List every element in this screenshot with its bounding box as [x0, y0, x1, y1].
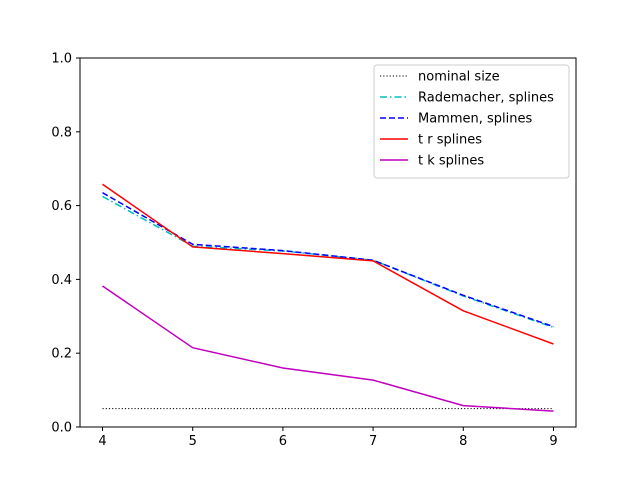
x-axis: 4 5 6 7 8 9	[98, 427, 558, 449]
y-tick-label: 0.2	[51, 347, 72, 362]
legend-box	[373, 64, 570, 179]
series-line-4	[102, 285, 554, 412]
y-tick-label: 0.8	[51, 125, 72, 140]
y-tick-label: 0.4	[51, 273, 72, 288]
x-tick-label: 5	[189, 434, 197, 449]
y-axis: 0.0 0.2 0.4 0.6 0.8 1.0	[51, 52, 80, 436]
x-tick-label: 7	[369, 434, 377, 449]
y-tick-label: 0.6	[51, 199, 72, 214]
legend-label: t r splines	[418, 133, 482, 148]
series-line-1	[102, 195, 554, 329]
series-line-3	[102, 183, 554, 345]
x-tick-label: 9	[549, 434, 557, 449]
x-tick-label: 6	[279, 434, 287, 449]
plot-frame	[79, 57, 577, 428]
legend-label: t k splines	[418, 154, 484, 169]
x-tick-label: 4	[98, 434, 106, 449]
legend-label: Rademacher, splines	[418, 91, 554, 106]
series-line-2	[102, 192, 554, 328]
y-tick-label: 1.0	[51, 52, 72, 67]
legend-label: nominal size	[418, 70, 500, 85]
legend: nominal size Rademacher, splines Mammen, s…	[373, 64, 570, 179]
plot-lines	[102, 183, 554, 412]
x-tick-label: 8	[459, 434, 467, 449]
legend-label: Mammen, splines	[418, 112, 532, 127]
y-tick-label: 0.0	[51, 421, 72, 436]
